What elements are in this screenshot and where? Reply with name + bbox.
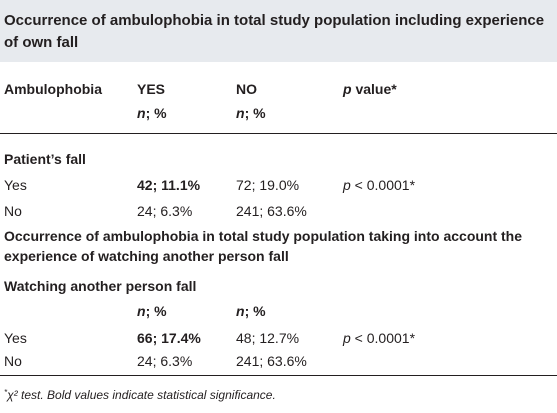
s1-row2-yes: 24; 6.3% <box>137 203 193 219</box>
s2-sub-yes: n; % <box>137 302 167 320</box>
s2-row1-p-rest: < 0.0001* <box>350 330 416 346</box>
s2-sub-yes-n: n <box>137 303 146 319</box>
s2-row1-yes: 66; 17.4% <box>137 330 201 346</box>
s2-row1-p-letter: p <box>343 330 351 346</box>
s1-row1-no: 72; 19.0% <box>236 177 300 193</box>
header-no: NO <box>236 81 257 97</box>
s2-row2-no: 241; 63.6% <box>236 353 307 369</box>
footnote-star: * <box>4 388 8 397</box>
s1-row1-label: Yes <box>4 177 27 193</box>
header-rule <box>0 133 557 134</box>
header-sub-yes: n; % <box>137 104 167 122</box>
sub-yes-n: n <box>137 105 146 121</box>
s1-row1-p-rest: < 0.0001* <box>350 177 416 193</box>
s1-row1-yes: 42; 11.1% <box>137 177 201 193</box>
s2-sub-no-n: n <box>236 303 245 319</box>
s2-row1-label: Yes <box>4 330 27 346</box>
s1-row2-label: No <box>4 203 22 219</box>
sub-yes-pct: ; % <box>145 105 167 121</box>
s2-row1-no: 48; 12.7% <box>236 330 300 346</box>
footer-rule <box>0 375 557 376</box>
header-p-letter: p <box>343 81 352 97</box>
section2-heading: Watching another person fall <box>4 278 197 294</box>
s2-sub-yes-pct: ; % <box>145 303 167 319</box>
s2-row2-yes: 24; 6.3% <box>137 353 193 369</box>
table-footnote: *χ² test. Bold values indicate statistic… <box>4 385 276 403</box>
footnote-text: χ² test. Bold values indicate statistica… <box>7 388 276 402</box>
section2-title: Occurrence of ambulophobia in total stud… <box>4 228 523 264</box>
s2-sub-no: n; % <box>236 302 266 320</box>
s2-row1-p: p < 0.0001* <box>343 329 415 347</box>
table-title: Occurrence of ambulophobia in total stud… <box>4 12 545 51</box>
header-p-value: p value* <box>343 80 397 98</box>
sub-no-pct: ; % <box>244 105 266 121</box>
header-ambulophobia: Ambulophobia <box>4 81 102 97</box>
s1-row1-p: p < 0.0001* <box>343 176 415 194</box>
s2-row2-label: No <box>4 353 22 369</box>
header-yes: YES <box>137 81 166 97</box>
s1-row1-p-letter: p <box>343 177 351 193</box>
header-p-rest: value* <box>351 81 397 97</box>
header-sub-no: n; % <box>236 104 266 122</box>
s2-sub-no-pct: ; % <box>244 303 266 319</box>
section1-heading: Patient’s fall <box>4 151 86 167</box>
s1-row2-no: 241; 63.6% <box>236 203 307 219</box>
table-title-block: Occurrence of ambulophobia in total stud… <box>0 0 557 62</box>
sub-no-n: n <box>236 105 245 121</box>
